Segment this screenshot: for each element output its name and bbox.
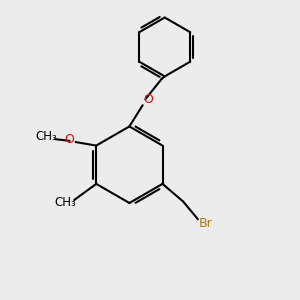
- Text: CH₃: CH₃: [54, 196, 76, 209]
- Text: Br: Br: [198, 217, 212, 230]
- Text: O: O: [64, 133, 74, 146]
- Text: O: O: [143, 93, 153, 106]
- Text: CH₃: CH₃: [35, 130, 57, 143]
